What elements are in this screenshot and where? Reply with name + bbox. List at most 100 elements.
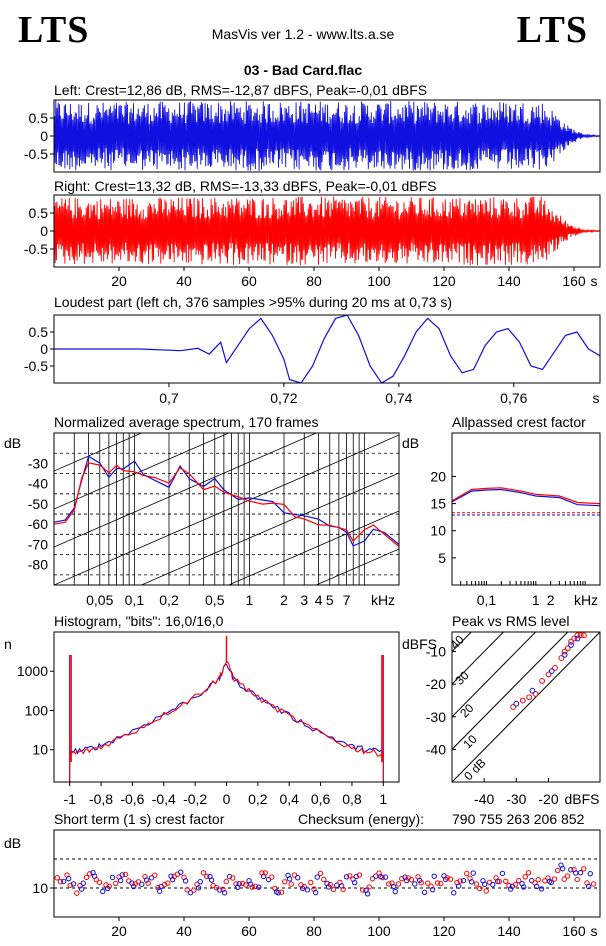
short-crest-point bbox=[568, 867, 574, 873]
short-crest-point bbox=[304, 887, 311, 893]
left-waveform-title: Left: Crest=12,86 dB, RMS=-12,87 dBFS, P… bbox=[54, 82, 428, 98]
waveform-right-xtick-label: 40 bbox=[176, 273, 192, 289]
short-crest-point bbox=[538, 886, 545, 892]
short-crest-point bbox=[67, 882, 73, 888]
waveform-right-xunit: s bbox=[591, 273, 598, 289]
short-crest-point bbox=[379, 874, 385, 881]
peak-rms-point bbox=[552, 664, 558, 671]
histogram-xtick-label: 0,2 bbox=[248, 791, 268, 807]
short-crest-xtick-label: 140 bbox=[497, 923, 521, 939]
short-crest-point bbox=[187, 890, 194, 896]
spectrum-slope bbox=[54, 0, 399, 53]
histogram-left-line bbox=[69, 655, 384, 782]
peak-rms-point bbox=[510, 704, 517, 710]
short-crest-point bbox=[312, 889, 319, 896]
short-crest-point bbox=[431, 873, 437, 879]
histogram-xtick-label: -0,4 bbox=[152, 791, 176, 807]
short-crest-point bbox=[525, 870, 532, 876]
short-crest-xtick-label: 40 bbox=[176, 923, 192, 939]
short-crest-point bbox=[516, 877, 522, 884]
short-crest-point bbox=[278, 889, 285, 895]
short-crest-point bbox=[447, 876, 454, 882]
peak-rms-diagonals bbox=[452, 632, 600, 782]
short-crest-point bbox=[522, 874, 528, 880]
crest-ytick-label: 20 bbox=[430, 468, 446, 484]
allpassed-crest-title: Allpassed crest factor bbox=[452, 414, 586, 430]
short-crest-point bbox=[390, 883, 397, 890]
peak-rms-diagonal bbox=[452, 632, 600, 782]
short-term-crest-title: Short term (1 s) crest factor bbox=[54, 811, 225, 827]
crest-xtick-label: 0,1 bbox=[477, 592, 497, 608]
short-crest-point bbox=[197, 878, 203, 885]
short-crest-point bbox=[275, 890, 281, 896]
short-crest-point bbox=[208, 877, 215, 883]
short-crest-point bbox=[288, 881, 294, 887]
short-crest-ylabel: dB bbox=[4, 835, 21, 851]
spectrum-xtick-label: 0,1 bbox=[125, 592, 145, 608]
loudest-xtick-label: 0,76 bbox=[500, 390, 527, 406]
histogram-right-line bbox=[69, 655, 385, 782]
short-crest-point bbox=[182, 878, 189, 884]
short-crest-point bbox=[581, 866, 587, 872]
peak-rms-point bbox=[568, 642, 574, 648]
histogram-ylabel: n bbox=[4, 636, 12, 652]
loudest-ytick-label: 0 bbox=[40, 341, 48, 357]
peak-rms-diagonal bbox=[452, 632, 473, 652]
spectrum-slope bbox=[54, 434, 399, 585]
crest-xtick-label: 1 bbox=[532, 592, 540, 608]
short-crest-point bbox=[503, 878, 509, 884]
waveform-right-ytick-label: 0.5 bbox=[29, 205, 49, 221]
crest-ylabel: dB bbox=[402, 435, 419, 451]
loudest-trace bbox=[54, 315, 600, 383]
short-crest-point bbox=[221, 890, 228, 896]
short-crest-point bbox=[520, 884, 527, 890]
short-crest-point bbox=[286, 876, 293, 882]
waveform-right-xtick-label: 140 bbox=[497, 273, 521, 289]
short-crest-frame bbox=[53, 829, 601, 918]
short-crest-point bbox=[533, 883, 540, 890]
peak-rms-title: Peak vs RMS level bbox=[452, 613, 570, 629]
spectrum-xlabel: kHz bbox=[371, 592, 395, 608]
spectrum-right-line bbox=[54, 462, 399, 547]
short-crest-xtick-label: 100 bbox=[367, 923, 391, 939]
peak-rms-point bbox=[571, 635, 578, 642]
peak-rms-point bbox=[574, 635, 581, 642]
histogram-xtick-label: -1 bbox=[63, 791, 76, 807]
histogram-xtick-label: -0,2 bbox=[183, 791, 207, 807]
short-crest-point bbox=[369, 876, 376, 882]
loudest-ytick-label: 0.5 bbox=[29, 324, 49, 340]
short-crest-point bbox=[496, 878, 502, 885]
waveform-right-xtick-label: 100 bbox=[367, 273, 391, 289]
short-crest-point bbox=[327, 881, 333, 888]
peak-rms-point bbox=[558, 655, 565, 661]
peak-rms-diagonal-label: 40 bbox=[448, 632, 468, 652]
lts-logo-right: LTS bbox=[516, 9, 588, 51]
spectrum-xtick-label: 0,05 bbox=[86, 592, 113, 608]
short-crest-point bbox=[360, 887, 366, 893]
short-crest-point bbox=[54, 875, 60, 881]
peak-rms-xtick-label: -20 bbox=[538, 791, 558, 807]
spectrum-slope bbox=[227, 510, 399, 585]
short-crest-point bbox=[574, 876, 580, 883]
crest-frame bbox=[451, 432, 601, 586]
short-crest-point bbox=[364, 891, 371, 897]
peak-rms-diagonal bbox=[452, 632, 569, 750]
short-crest-point bbox=[217, 887, 223, 893]
short-crest-point bbox=[418, 880, 424, 886]
short-crest-point bbox=[321, 876, 327, 883]
short-crest-point bbox=[343, 874, 350, 880]
loudest-xtick-label: 0,7 bbox=[159, 390, 179, 406]
short-crest-point bbox=[109, 874, 116, 881]
spectrum-slope bbox=[54, 433, 143, 472]
short-crest-point bbox=[366, 884, 372, 890]
crest-xlabel: kHz bbox=[574, 592, 598, 608]
short-crest-point bbox=[100, 888, 106, 895]
loudest-ytick-label: -0.5 bbox=[24, 358, 48, 374]
peak-rms-point bbox=[526, 694, 533, 701]
spectrum-xtick-label: 0,2 bbox=[159, 592, 179, 608]
spectrum-slope bbox=[140, 472, 399, 585]
histogram-xtick-label: 0,4 bbox=[279, 791, 299, 807]
spectrum-slope bbox=[54, 0, 399, 91]
short-crest-point bbox=[317, 870, 324, 877]
